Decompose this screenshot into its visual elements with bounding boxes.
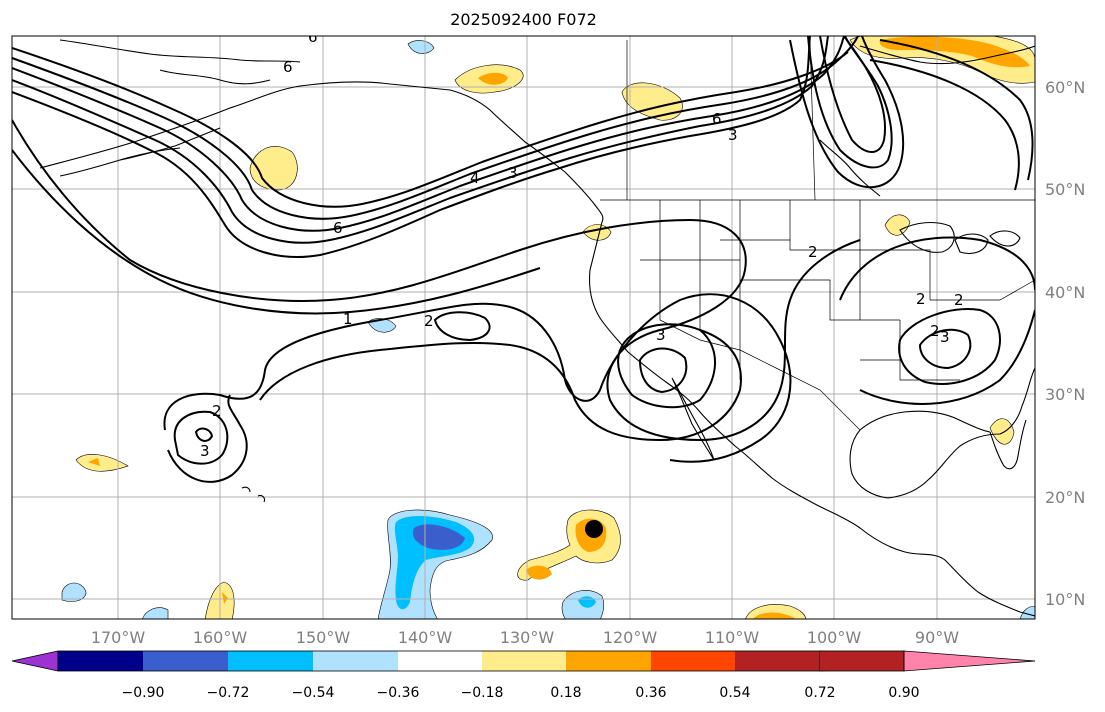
colorbar-segment bbox=[482, 651, 566, 671]
lon-label: 90°W bbox=[915, 628, 959, 647]
colorbar-segment bbox=[228, 651, 313, 671]
contour-label: 2 bbox=[930, 322, 940, 340]
contour-label: 3 bbox=[200, 442, 210, 460]
contour-label: 1 bbox=[343, 310, 353, 328]
colorbar-segment bbox=[398, 651, 482, 671]
lat-label: 30°N bbox=[1045, 385, 1085, 404]
graticule bbox=[12, 36, 1035, 619]
borders bbox=[600, 39, 1035, 431]
colorbar-ticks: −0.90 −0.72 −0.54 −0.36 −0.18 0.18 0.36 … bbox=[122, 685, 920, 701]
contour-label: 3 bbox=[656, 326, 666, 344]
contour-label: 3 bbox=[940, 328, 950, 346]
map-title: 2025092400 F072 bbox=[450, 10, 597, 29]
contour-label: 6 bbox=[712, 110, 722, 128]
longitude-labels: 170°W 160°W 150°W 140°W 130°W 120°W 110°… bbox=[91, 628, 959, 647]
colorbar-tick-label: 0.36 bbox=[635, 685, 666, 701]
contour-label: 2 bbox=[916, 290, 926, 308]
colorbar-segment bbox=[735, 651, 820, 671]
contour-label: 2 bbox=[808, 243, 818, 261]
contour-label: 2 bbox=[212, 402, 222, 420]
lon-label: 130°W bbox=[500, 628, 555, 647]
colorbar-segment bbox=[313, 651, 398, 671]
coastlines bbox=[39, 39, 1035, 617]
contour-lines bbox=[12, 36, 1035, 483]
lon-label: 100°W bbox=[807, 628, 862, 647]
lat-label: 10°N bbox=[1045, 590, 1085, 609]
colorbar-segment bbox=[651, 651, 735, 671]
latitude-labels: 60°N 50°N 40°N 30°N 20°N 10°N bbox=[1045, 78, 1085, 609]
contour-label: 3 bbox=[728, 126, 738, 144]
contour-label: 6 bbox=[308, 28, 318, 46]
map-frame bbox=[11, 35, 1036, 620]
colorbar-tick-label: −0.72 bbox=[207, 685, 250, 701]
colorbar-tick-label: −0.54 bbox=[292, 685, 335, 701]
contour-label: 4 bbox=[470, 169, 480, 187]
lat-label: 40°N bbox=[1045, 283, 1085, 302]
lat-label: 60°N bbox=[1045, 78, 1085, 97]
lon-label: 170°W bbox=[91, 628, 146, 647]
colorbar-tick-label: −0.90 bbox=[122, 685, 165, 701]
colorbar-segment bbox=[820, 651, 904, 671]
map-area bbox=[12, 36, 1035, 619]
contour-label: 6 bbox=[333, 219, 343, 237]
lat-label: 50°N bbox=[1045, 180, 1085, 199]
contour-label: 3 bbox=[508, 164, 518, 182]
contour-label: 2 bbox=[954, 291, 964, 309]
colorbar bbox=[11, 650, 1036, 672]
lon-label: 150°W bbox=[296, 628, 351, 647]
colorbar-extend-max-tip bbox=[903, 650, 1036, 672]
lon-label: 110°W bbox=[705, 628, 760, 647]
colorbar-extend-min bbox=[11, 650, 59, 672]
colorbar-tick-label: 0.90 bbox=[888, 685, 919, 701]
colorbar-tick-label: −0.18 bbox=[461, 685, 504, 701]
colorbar-segment bbox=[58, 651, 143, 671]
colorbar-tick-label: −0.36 bbox=[377, 685, 420, 701]
contour-label: 2 bbox=[424, 312, 434, 330]
lon-label: 120°W bbox=[603, 628, 658, 647]
lon-label: 160°W bbox=[193, 628, 248, 647]
contour-labels: 6 6 4 3 6 6 1 2 2 3 3 2 3 2 2 2 3 bbox=[200, 28, 964, 460]
colorbar-tick-label: 0.72 bbox=[804, 685, 835, 701]
colorbar-outline bbox=[57, 650, 905, 672]
colorbar-tick-label: 0.18 bbox=[550, 685, 581, 701]
colorbar-segment bbox=[566, 651, 651, 671]
colorbar-tick-label: 0.54 bbox=[719, 685, 750, 701]
lon-label: 140°W bbox=[398, 628, 453, 647]
contour-label: 6 bbox=[283, 58, 293, 76]
colorbar-segment bbox=[143, 651, 228, 671]
storm-center-marker bbox=[585, 520, 603, 538]
lat-label: 20°N bbox=[1045, 488, 1085, 507]
